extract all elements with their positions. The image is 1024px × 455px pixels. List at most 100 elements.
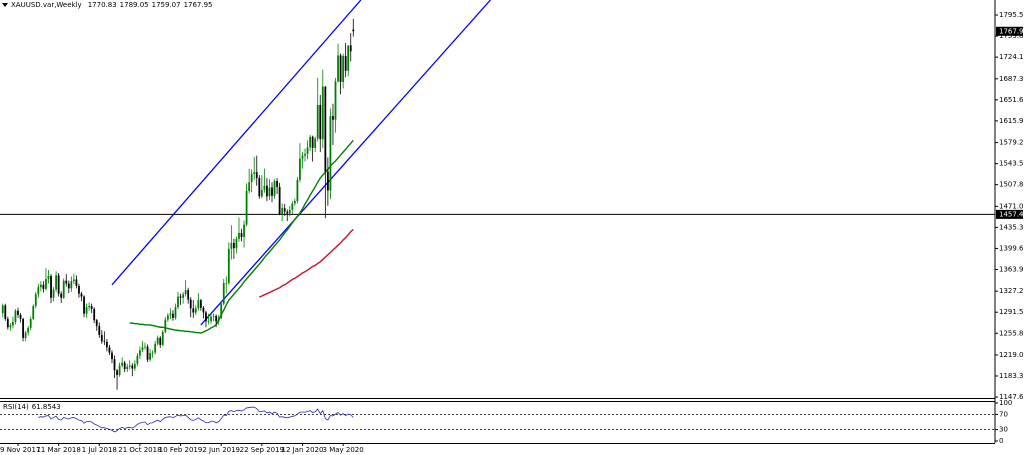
ohlc-value: 1759.07 (152, 1, 181, 9)
candle-body (179, 296, 182, 298)
candle-body (108, 347, 111, 353)
candle-body (192, 308, 195, 313)
candle-body (50, 275, 52, 298)
candle-body (149, 353, 151, 360)
candle-body (304, 153, 306, 156)
y-tick-label: 1615.95 (999, 117, 1024, 125)
candle-body (316, 104, 319, 139)
candle-body (283, 208, 286, 212)
y-tick-label: 1724.10 (999, 53, 1024, 61)
candle-body (177, 296, 179, 308)
x-tick-label: 21 Oct 2018 (118, 446, 161, 454)
candle-body (169, 313, 172, 316)
candle-body (225, 283, 228, 284)
candle-body (197, 300, 200, 309)
candle-body (128, 365, 131, 367)
candle-body (62, 280, 65, 298)
candle-body (349, 45, 352, 52)
candle-body (14, 310, 17, 322)
y-tick-label: 1795.50 (999, 11, 1024, 19)
candle-body (47, 275, 50, 279)
symbol: XAUUSD.var,Weekly (11, 1, 82, 9)
trendline (200, 0, 491, 326)
candle-body (113, 359, 116, 371)
candle-body (258, 178, 261, 197)
hline-label: 1457.42 (999, 210, 1024, 218)
candle-body (309, 136, 311, 148)
price-label-box (996, 209, 1023, 219)
candle-body (70, 281, 73, 289)
candle-body (207, 321, 210, 322)
candle-body (311, 136, 314, 148)
y-tick-label: 1255.80 (999, 329, 1024, 337)
rsi-name: RSI(14) (3, 403, 29, 411)
x-tick-label: 12 Jan 2020 (281, 446, 323, 454)
candle-body (75, 279, 78, 286)
candle-body (139, 350, 141, 356)
candle-body (100, 334, 103, 342)
candle-body (215, 316, 218, 322)
candle-body (299, 158, 301, 180)
candle-body (52, 289, 55, 298)
candle-body (271, 187, 273, 196)
chart-title: XAUUSD.var,Weekly 1770.83 1789.05 1759.07 17… (11, 1, 213, 9)
candle-body (352, 29, 355, 32)
candle-body (159, 337, 162, 345)
candle-body (144, 346, 146, 348)
candle-body (72, 279, 75, 282)
x-tick-label: 3 May 2020 (323, 446, 364, 454)
x-tick-label: 19 Nov 2017 (0, 446, 40, 454)
x-tick-label: 1 Jul 2018 (82, 446, 117, 454)
moving-average (259, 228, 354, 298)
candle-body (217, 317, 220, 322)
candle-body (189, 299, 192, 309)
candle-body (156, 337, 159, 344)
candle-body (339, 55, 342, 82)
y-tick-label: 1219.05 (999, 351, 1024, 359)
x-tick-label: 11 Mar 2018 (36, 446, 80, 454)
y-tick-label: 1363.95 (999, 265, 1024, 273)
candle-body (83, 296, 85, 314)
candle-body (240, 232, 243, 238)
candle-body (337, 55, 339, 82)
candle-body (118, 365, 121, 376)
candle-body (9, 325, 12, 328)
ohlc-value: 1770.83 (88, 1, 117, 9)
candle-body (85, 307, 88, 314)
candle-body (210, 316, 212, 322)
candle-body (273, 181, 276, 196)
rsi-panel (0, 406, 995, 433)
y-tick-label: 1687.35 (999, 75, 1024, 83)
candle-body (243, 224, 245, 238)
last-price-label: 1767.95 (999, 27, 1024, 35)
candle-body (37, 287, 40, 295)
candle-body (212, 316, 215, 317)
candle-body (161, 331, 164, 345)
candle-body (255, 172, 258, 179)
candle-body (306, 147, 309, 154)
candle-body (184, 290, 187, 295)
candle-body (233, 242, 235, 249)
candle-body (332, 116, 334, 120)
candle-body (103, 341, 106, 342)
candle-body (187, 290, 190, 300)
candle-body (334, 81, 337, 120)
y-tick-label: 1579.20 (999, 139, 1024, 147)
candle-body (326, 171, 329, 191)
menu-arrow (2, 3, 8, 7)
y-tick-label: 1543.50 (999, 160, 1024, 168)
candle-body (235, 238, 238, 249)
candle-body (199, 300, 202, 308)
candle-body (344, 56, 347, 71)
candle-body (42, 284, 45, 289)
candle-body (293, 201, 296, 204)
y-tick-label: 1471.05 (999, 202, 1024, 210)
candle-body (39, 284, 42, 288)
candle-body (106, 341, 108, 348)
candle-body (253, 172, 256, 174)
y-tick-label: 1327.20 (999, 287, 1024, 295)
candle-body (95, 320, 98, 327)
candle-body (291, 203, 294, 210)
candle-body (151, 352, 154, 354)
